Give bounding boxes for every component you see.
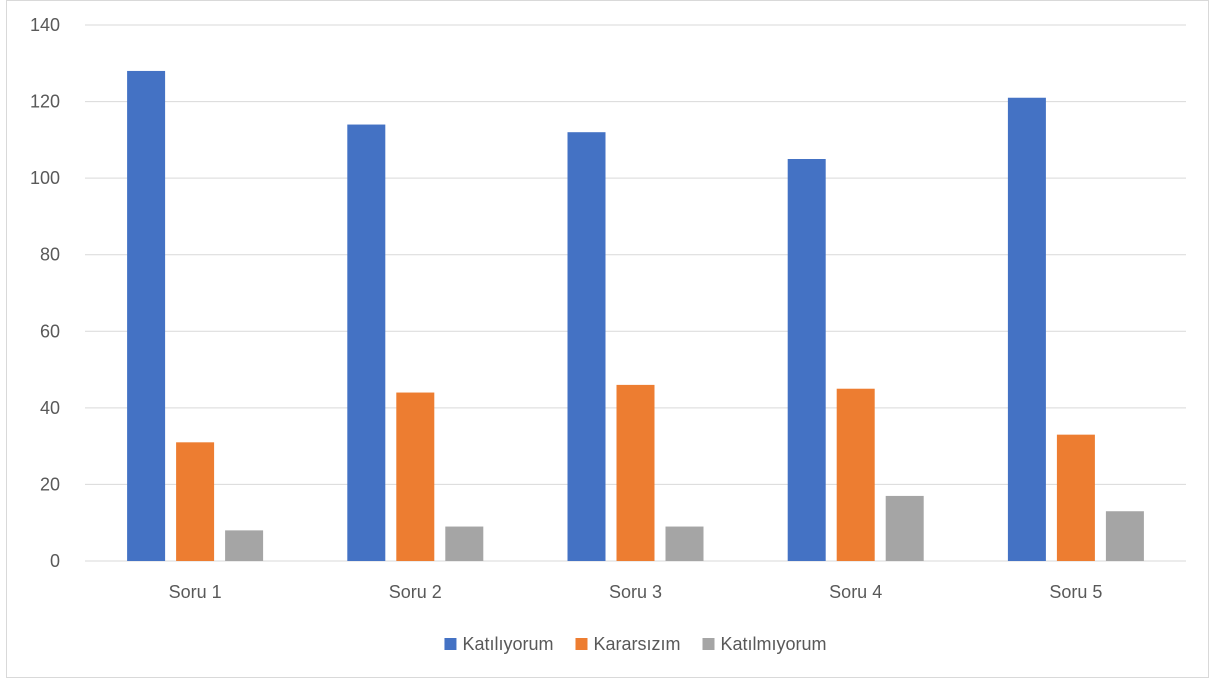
- bar-3-series-3: [665, 526, 704, 561]
- y-tick-label: 60: [40, 321, 60, 341]
- legend-swatch-2: [575, 638, 588, 650]
- bar-1-series-3: [225, 530, 264, 561]
- legend-swatch-3: [702, 638, 715, 650]
- bar-5-series-3: [1105, 511, 1144, 561]
- y-tick-label: 0: [50, 551, 60, 571]
- x-tick-label: Soru 2: [389, 582, 442, 602]
- x-tick-label: Soru 4: [829, 582, 882, 602]
- x-tick-label: Soru 1: [169, 582, 222, 602]
- bar-3-series-2: [616, 384, 655, 561]
- bar-2-series-1: [347, 124, 386, 562]
- bar-4-series-1: [787, 159, 826, 561]
- legend-label-3: Katılmıyorum: [721, 634, 827, 654]
- bar-4-series-2: [836, 388, 875, 561]
- y-axis-ticks: 0 20 40 60 80 100 120 140: [30, 15, 60, 571]
- bar-4-series-3: [885, 495, 924, 561]
- legend: Katılıyorum Kararsızım Katılmıyorum: [444, 634, 827, 654]
- bars: [127, 70, 1144, 562]
- legend-swatch-1: [444, 638, 457, 650]
- y-tick-label: 40: [40, 398, 60, 418]
- bar-2-series-3: [445, 526, 484, 561]
- bar-5-series-1: [1007, 97, 1046, 561]
- bar-2-series-2: [396, 392, 435, 561]
- x-axis-ticks: Soru 1 Soru 2 Soru 3 Soru 4 Soru 5: [169, 582, 1103, 602]
- bar-3-series-1: [567, 132, 606, 561]
- x-tick-label: Soru 5: [1049, 582, 1102, 602]
- gridlines: [85, 24, 1186, 562]
- bar-1-series-2: [176, 442, 215, 561]
- y-tick-label: 80: [40, 245, 60, 265]
- x-tick-label: Soru 3: [609, 582, 662, 602]
- legend-label-1: Katılıyorum: [462, 634, 553, 654]
- y-tick-label: 120: [30, 92, 60, 112]
- bar-5-series-2: [1056, 434, 1095, 561]
- y-tick-label: 100: [30, 168, 60, 188]
- legend-label-2: Kararsızım: [593, 634, 680, 654]
- bar-1-series-1: [127, 70, 166, 561]
- y-tick-label: 20: [40, 474, 60, 494]
- y-tick-label: 140: [30, 15, 60, 35]
